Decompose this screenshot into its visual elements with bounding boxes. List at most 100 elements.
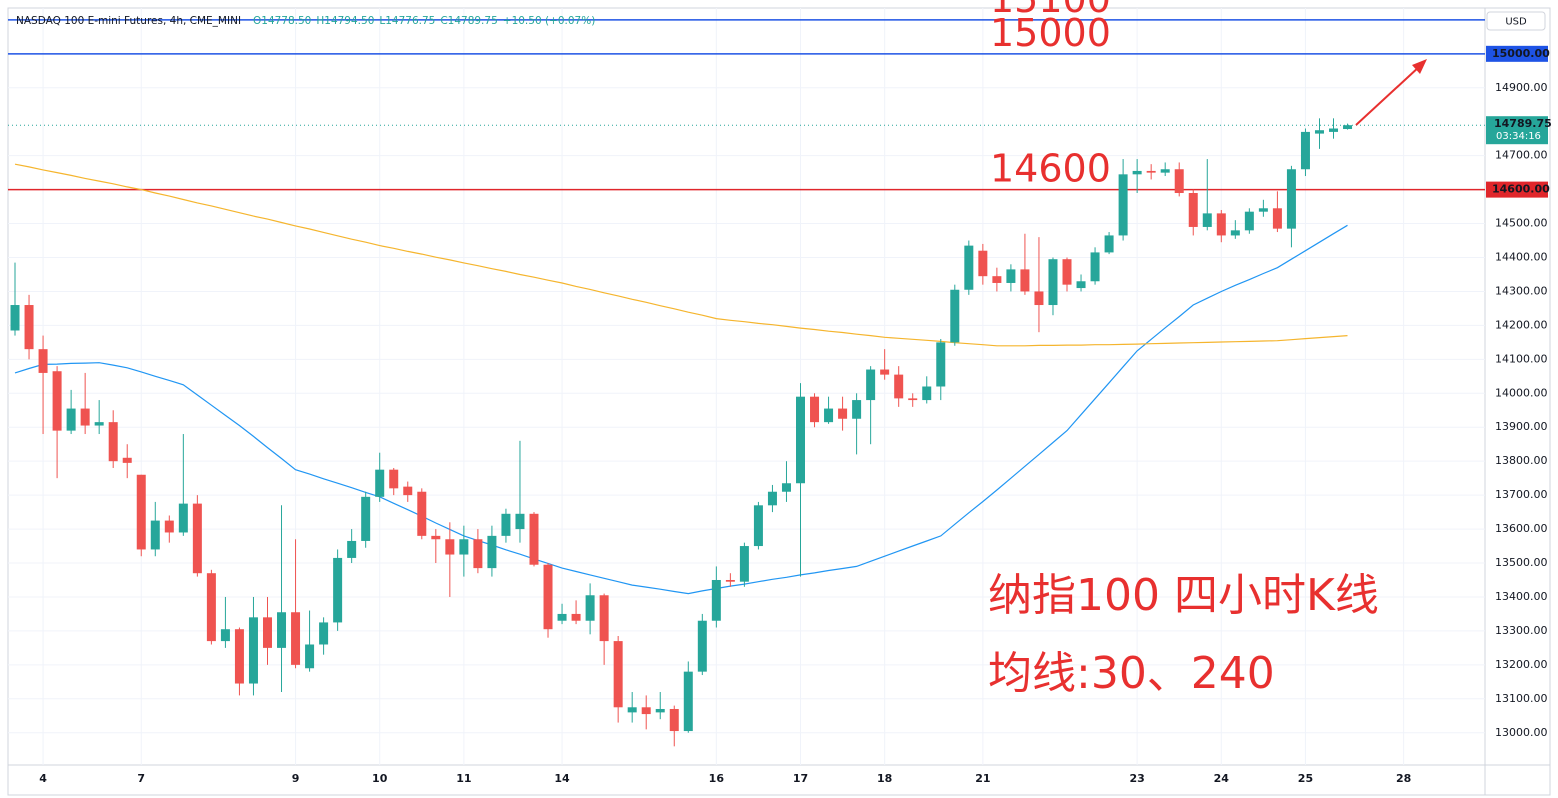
candle-body (739, 546, 749, 582)
arrow-head (1412, 59, 1427, 74)
y-tick-label: 13800.00 (1495, 454, 1548, 467)
candle-body (108, 422, 118, 462)
candle-body (866, 369, 876, 401)
candle-body (1286, 169, 1296, 229)
candle-body (683, 671, 693, 732)
countdown: 03:34:16 (1496, 131, 1541, 142)
candle-body (445, 539, 455, 555)
candle-body (543, 564, 553, 630)
candle-body (234, 629, 244, 684)
annotation: 15000 (990, 11, 1111, 55)
candle-body (206, 573, 216, 642)
x-tick-label: 4 (39, 772, 47, 785)
candle-body (361, 496, 371, 541)
candle-body (781, 483, 791, 492)
candle-body (852, 400, 862, 419)
candle-body (136, 474, 146, 550)
candle-body (1146, 170, 1156, 173)
candle-body (571, 613, 581, 621)
candle-body (1230, 230, 1240, 236)
currency-box[interactable] (1486, 11, 1546, 31)
candle-body (964, 245, 974, 290)
candle-body (1048, 259, 1058, 306)
candle-body (375, 469, 385, 497)
x-tick-label: 21 (975, 772, 990, 785)
x-tick-label: 16 (709, 772, 725, 785)
y-tick-label: 14000.00 (1495, 386, 1548, 399)
candle-body (150, 520, 160, 550)
frame (7, 7, 1551, 796)
y-tick-label: 13700.00 (1495, 488, 1548, 501)
candle-body (220, 629, 230, 642)
candle-body (403, 486, 413, 496)
header-value: C14789.75 (440, 15, 497, 27)
candle-body (1174, 169, 1184, 194)
candle-body (192, 503, 202, 574)
candle-body (305, 644, 315, 669)
y-tick-label: 13900.00 (1495, 420, 1548, 433)
arrow (1355, 65, 1421, 126)
candle-body (1202, 213, 1212, 227)
candle-body (1258, 208, 1268, 212)
x-tick-label: 28 (1396, 772, 1411, 785)
candle-body (697, 620, 707, 672)
header-value: +10.50 (+0.07%) (503, 15, 596, 27)
y-tick-label: 13400.00 (1495, 590, 1548, 603)
candle-body (585, 595, 595, 621)
candle-body (1034, 291, 1044, 306)
candle-body (1343, 125, 1353, 130)
candle-body (922, 386, 932, 401)
candle-body (908, 398, 918, 401)
currency[interactable]: USD (1505, 17, 1527, 28)
candle-body (1076, 281, 1086, 289)
candle-body (1329, 128, 1339, 132)
header-value: H14794.50 (316, 15, 374, 27)
chart-title: NASDAQ 100 E-mini Futures, 4h, CME_MINI (16, 15, 241, 27)
x-tick-label: 18 (877, 772, 892, 785)
candle-body (347, 540, 357, 558)
y-tick-label: 14300.00 (1495, 284, 1548, 297)
candle-body (1132, 170, 1142, 175)
y-tick-label: 13200.00 (1495, 658, 1548, 671)
candle-body (52, 371, 62, 431)
candle-body (277, 612, 287, 648)
candle-body (655, 708, 665, 713)
candle-body (122, 457, 132, 463)
candle-body (838, 408, 848, 419)
candle-body (417, 491, 427, 536)
y-tick-label: 13500.00 (1495, 556, 1548, 569)
candle-body (333, 557, 343, 623)
candle-body (1090, 252, 1100, 282)
candle-body (248, 617, 258, 684)
candle-body (936, 342, 946, 387)
y-tick-label: 13100.00 (1495, 692, 1548, 705)
candle-body (1006, 269, 1016, 283)
x-tick-label: 11 (456, 772, 471, 785)
last-price-label: 14789.75 (1494, 117, 1552, 130)
candle-body (1300, 131, 1310, 170)
candle-body (669, 708, 679, 732)
candle-body (1272, 208, 1282, 229)
candle-body (557, 613, 567, 621)
candle-body (641, 707, 651, 715)
candle-body (1314, 130, 1324, 134)
x-tick-label: 24 (1214, 772, 1230, 785)
candle-body (38, 349, 48, 373)
header-value: L14776.75 (379, 15, 435, 27)
candle-body (767, 491, 777, 506)
y-tick-label: 13300.00 (1495, 624, 1548, 637)
candle-body (880, 369, 890, 375)
y-tick-label: 13600.00 (1495, 522, 1548, 535)
candle-body (80, 408, 90, 426)
moving-average (14, 224, 1348, 595)
candle-body (810, 396, 820, 423)
candle-body (459, 539, 469, 555)
candle-body (725, 579, 735, 582)
y-tick-label: 14200.00 (1495, 318, 1548, 331)
candle-body (753, 505, 763, 547)
annotation: 均线:30、240 (988, 648, 1275, 699)
candle-body (1118, 174, 1128, 236)
candle-body (66, 408, 76, 431)
